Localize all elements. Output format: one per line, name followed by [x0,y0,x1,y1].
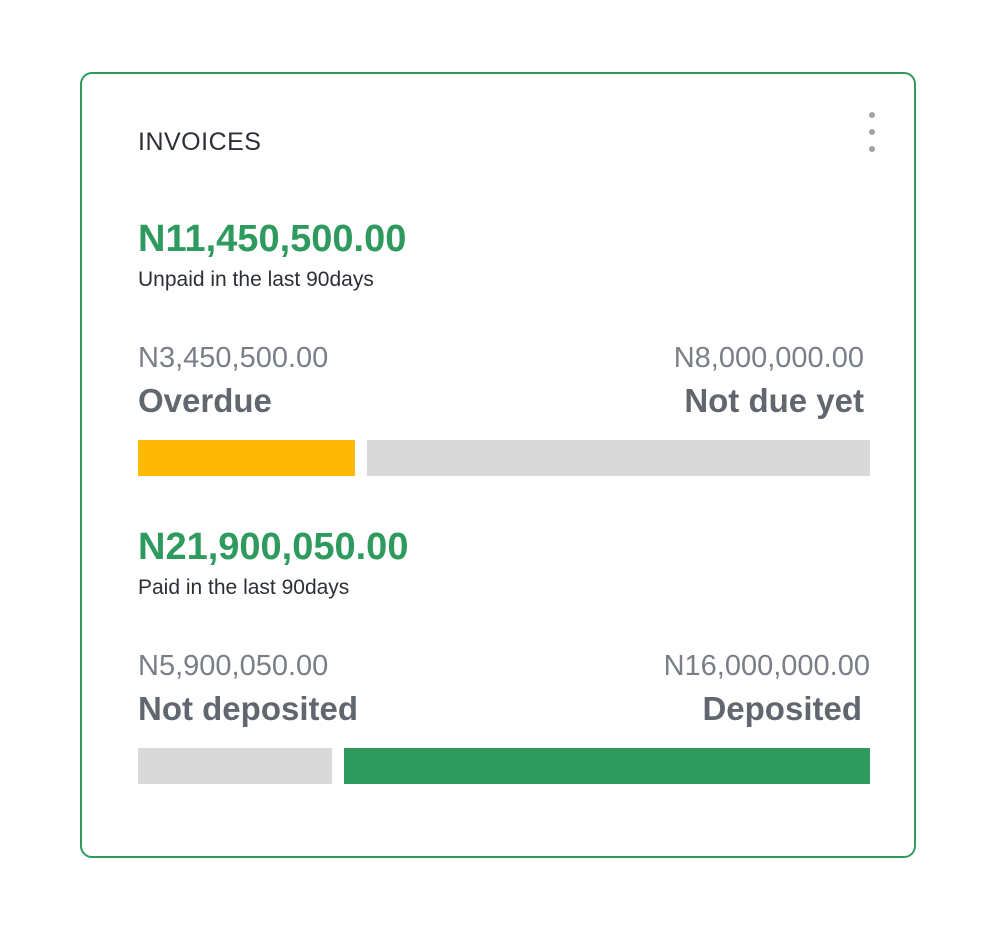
overdue-bar-segment [138,440,355,476]
unpaid-total: N11,450,500.00 [138,218,407,260]
not-deposited-bar-segment [138,748,332,784]
unpaid-caption: Unpaid in the last 90days [138,268,374,291]
not-due-yet-bar-segment [367,440,870,476]
not-due-yet-amount: N8,000,000.00 [673,342,864,374]
paid-breakdown-bar [138,748,870,784]
not-due-yet-label: Not due yet [684,382,864,419]
invoices-card: INVOICES N11,450,500.00 Unpaid in the la… [80,72,916,858]
not-deposited-amount: N5,900,050.00 [138,650,329,682]
overdue-amount: N3,450,500.00 [138,342,329,374]
paid-total: N21,900,050.00 [138,526,409,568]
not-deposited-label: Not deposited [138,690,358,727]
deposited-label: Deposited [702,690,862,727]
unpaid-breakdown-bar [138,440,870,476]
card-title: INVOICES [138,128,262,156]
overdue-label: Overdue [138,382,272,419]
deposited-bar-segment [344,748,870,784]
paid-caption: Paid in the last 90days [138,576,350,599]
kebab-menu-icon[interactable] [862,110,882,158]
deposited-amount: N16,000,000.00 [663,650,870,682]
